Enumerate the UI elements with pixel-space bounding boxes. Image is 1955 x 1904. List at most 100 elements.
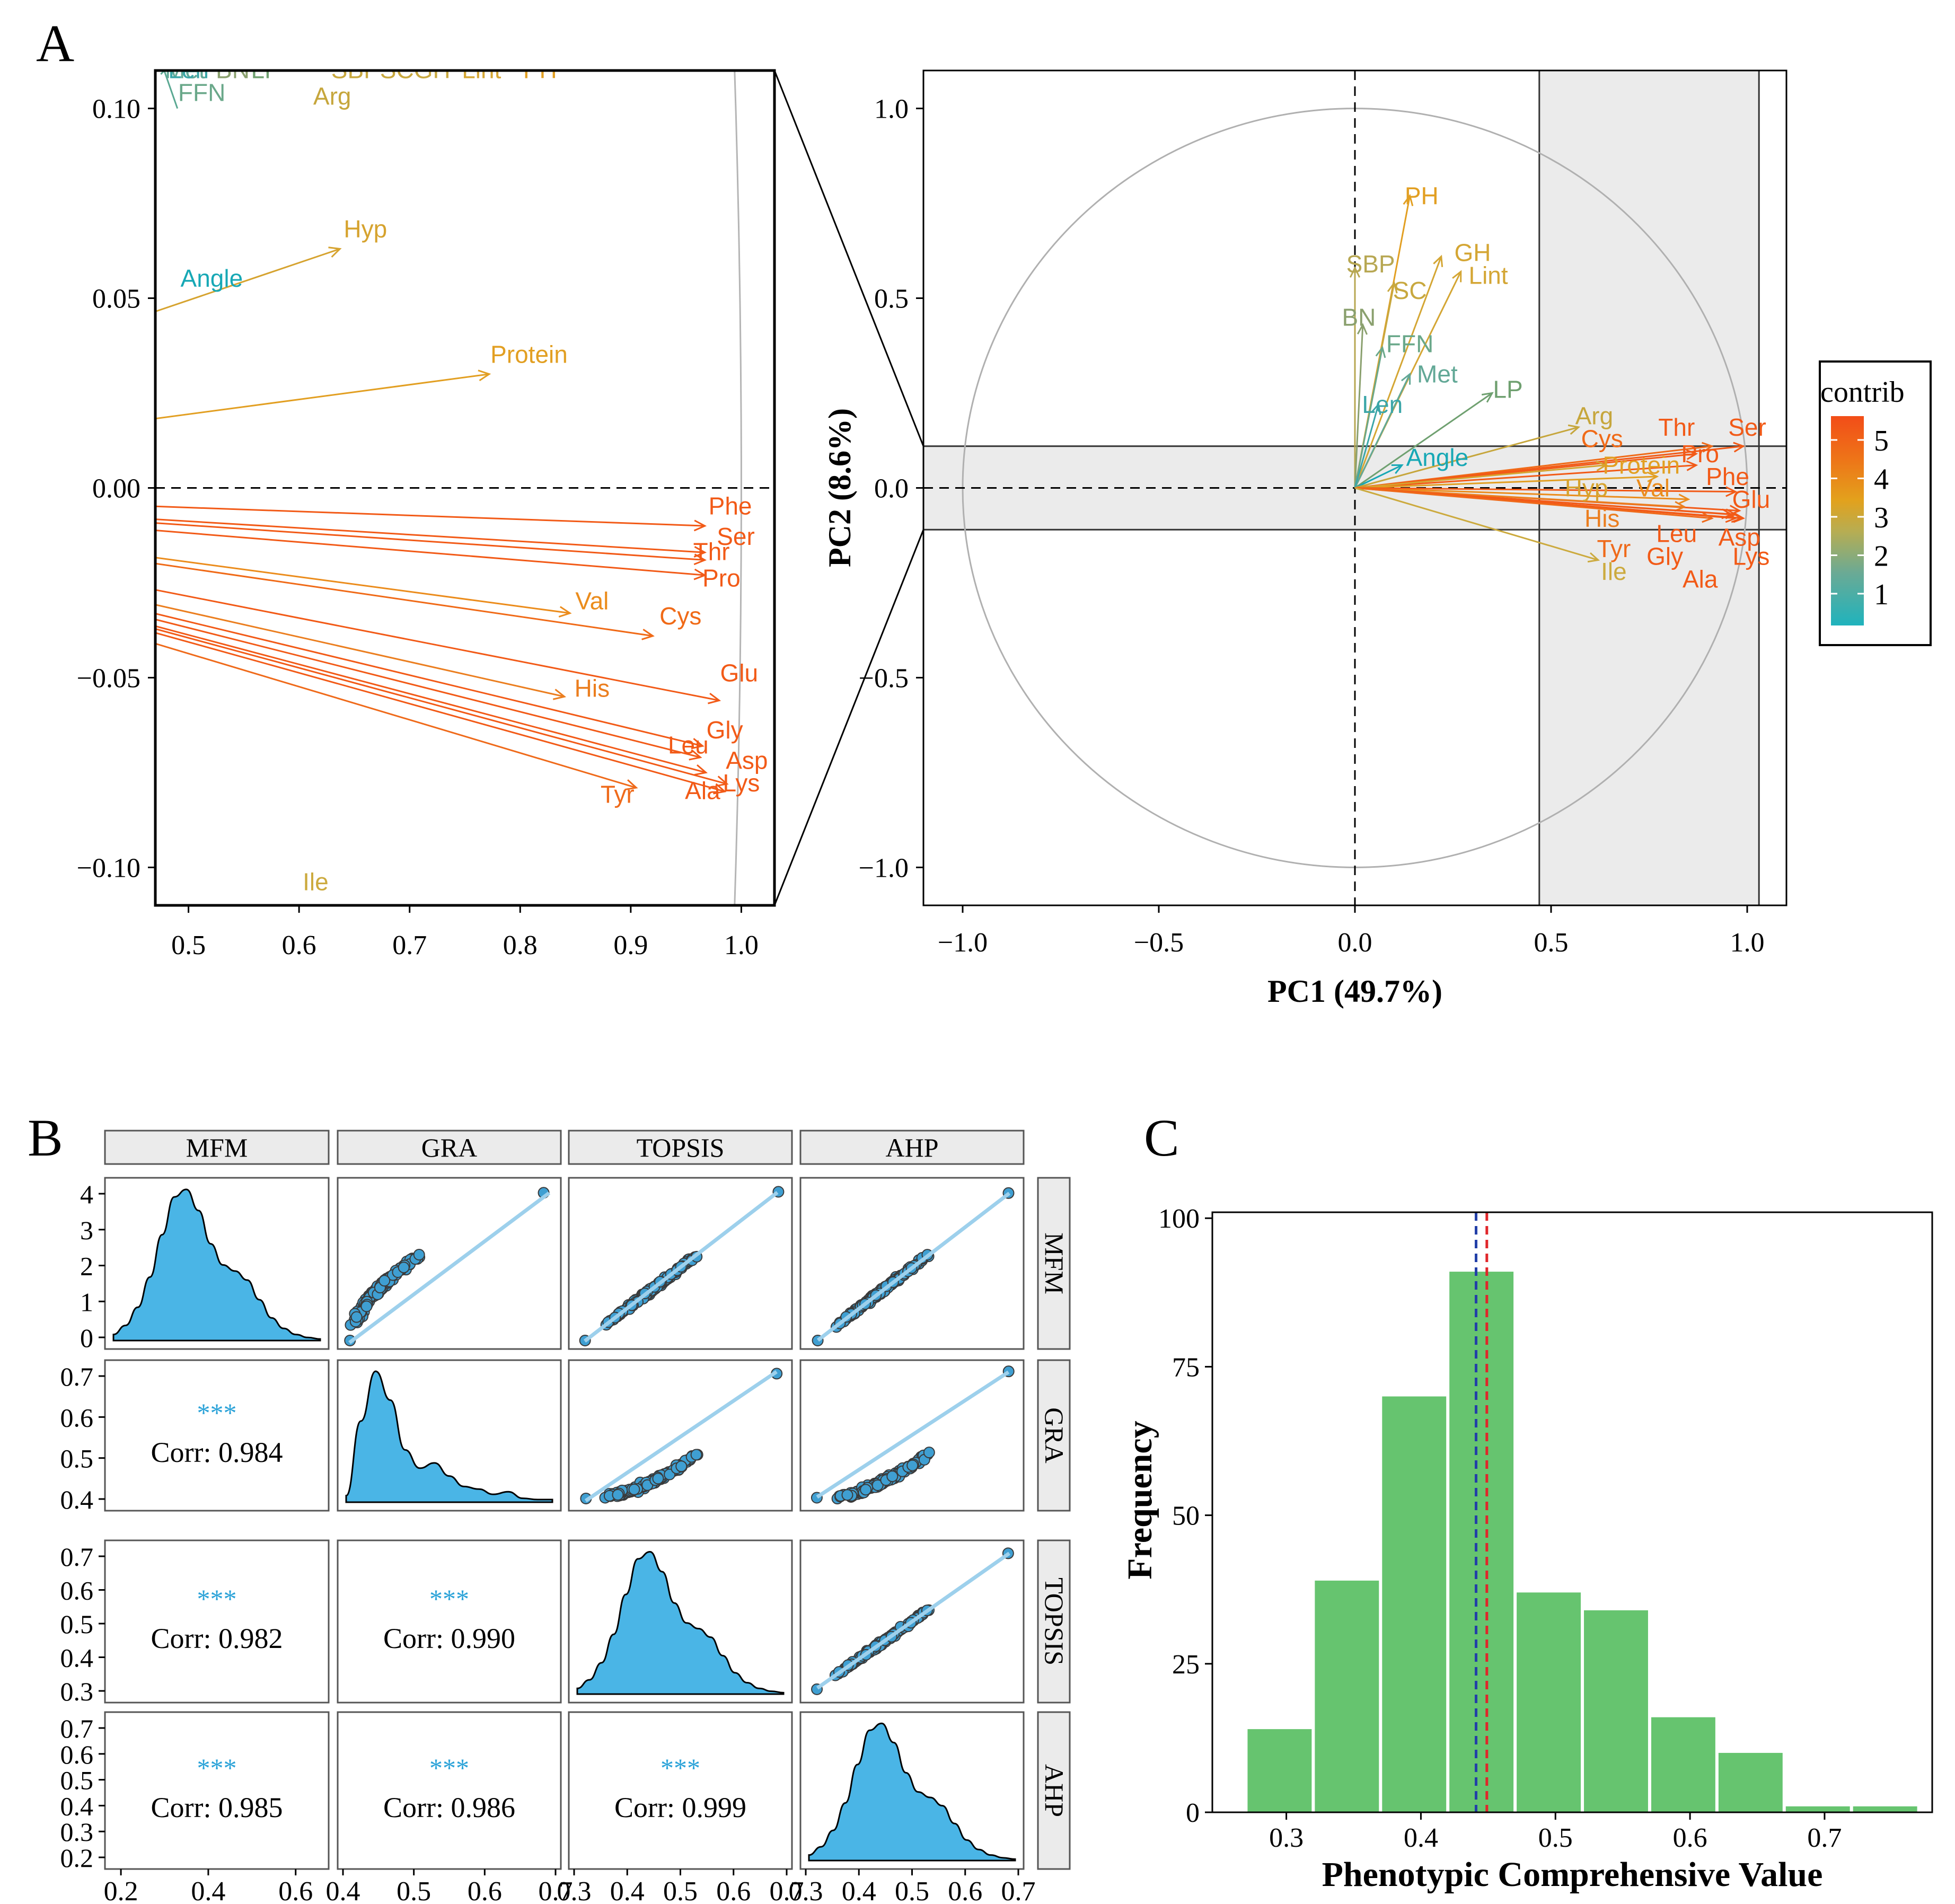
zoom-arrow-his bbox=[155, 604, 565, 698]
pca-label-ile: Ile bbox=[1601, 558, 1627, 585]
zoom-arrowhead-gly bbox=[691, 738, 704, 750]
panel-label-a: A bbox=[36, 14, 74, 73]
pca-arrow-lp bbox=[1354, 392, 1493, 489]
pca-arrowhead-lp bbox=[1482, 392, 1494, 403]
matrix-x-tick-label: 0.6 bbox=[948, 1876, 982, 1904]
pca-label-lp: LP bbox=[1493, 375, 1522, 403]
matrix-x-tick-label: 0.6 bbox=[468, 1876, 502, 1904]
pca-arrowhead-met bbox=[1401, 372, 1411, 385]
pca-label-ala: Ala bbox=[1683, 565, 1718, 593]
panel-b-pairs-matrix: MFM GRA TOPSIS AHP MFM GRA TOPSIS AHP *** Corr: 0… bbox=[60, 1130, 1071, 1904]
hist-x-axis-title: Phenotypic Comprehensive Value bbox=[1322, 1855, 1823, 1894]
matrix-y-tick-label: 0.3 bbox=[60, 1677, 94, 1706]
hist-y-tick-label: 50 bbox=[1172, 1501, 1200, 1531]
zoom-arrowhead-phe bbox=[693, 519, 707, 532]
scatter-point bbox=[923, 1447, 935, 1459]
matrix-y-tick-label: 0.7 bbox=[60, 1362, 94, 1391]
zoom-label-ile: Ile bbox=[303, 868, 329, 895]
zoom-y-tick-label: 0.05 bbox=[92, 284, 140, 314]
main-y-tick-label: 0.5 bbox=[874, 284, 909, 314]
pca-arrowhead-ala bbox=[1731, 512, 1743, 523]
pca-arrowhead-lint bbox=[1452, 270, 1462, 283]
pca-arrowhead-gh bbox=[1433, 254, 1443, 267]
zoom-label-leu: Leu bbox=[668, 731, 709, 759]
scatter-point bbox=[413, 1249, 425, 1261]
zoom-arrow-asp bbox=[155, 625, 707, 773]
cell-frame bbox=[337, 1711, 562, 1870]
zoom-x-tick-label: 0.6 bbox=[282, 930, 316, 960]
histogram-bar-3 bbox=[1382, 1396, 1447, 1812]
matrix-x-tick-label: 0.3 bbox=[557, 1876, 592, 1904]
strip-top-label-topsis: TOPSIS bbox=[637, 1133, 725, 1162]
zoom-label-ala: Ala bbox=[685, 777, 720, 805]
pca-arrowhead-protein bbox=[1646, 471, 1659, 482]
zoom-y-tick-label: −0.05 bbox=[77, 663, 140, 693]
histogram-bar-8 bbox=[1718, 1752, 1783, 1812]
matrix-x-tick-label: 0.7 bbox=[1001, 1876, 1036, 1904]
pca-arrowhead-ser bbox=[1733, 442, 1746, 453]
pca-arrowhead-ile bbox=[1587, 552, 1600, 563]
zoom-label-hyp: Hyp bbox=[344, 215, 387, 243]
pca-arrow-tyr bbox=[1354, 487, 1712, 519]
main-y-axis-title: PC2 (8.6%) bbox=[822, 408, 857, 567]
matrix-y-tick-label: 3 bbox=[80, 1215, 93, 1245]
scatter-point bbox=[841, 1489, 853, 1501]
zoom-x-tick-label: 0.9 bbox=[613, 930, 648, 960]
pca-arrow-ffn bbox=[1354, 347, 1384, 488]
scatter-point bbox=[652, 1473, 664, 1485]
scatter-point bbox=[886, 1470, 899, 1483]
cell-gra-ahp bbox=[799, 1359, 1025, 1512]
matrix-y-tick-label: 4 bbox=[80, 1179, 93, 1209]
zoom-label-asp: Asp bbox=[726, 746, 768, 774]
scatter-point bbox=[360, 1300, 373, 1312]
density-curve bbox=[576, 1550, 785, 1695]
zoom-y-tick-label: 0.10 bbox=[92, 94, 140, 125]
cell-topsis-topsis bbox=[568, 1539, 793, 1704]
cell-frame bbox=[104, 1711, 330, 1870]
corr-stars: *** bbox=[429, 1753, 469, 1783]
main-y-tick-label: 0.0 bbox=[874, 474, 909, 504]
matrix-y-tick-label: 0.6 bbox=[60, 1403, 94, 1432]
strip-top-mfm bbox=[104, 1130, 330, 1165]
matrix-y-tick-label: 0.7 bbox=[60, 1542, 94, 1572]
hist-x-tick-label: 0.7 bbox=[1807, 1823, 1842, 1853]
regression-line bbox=[583, 1191, 779, 1343]
pca-label-glu: Glu bbox=[1732, 486, 1771, 513]
matrix-y-tick-label: 0.5 bbox=[60, 1444, 94, 1474]
matrix-y-tick-label: 0.4 bbox=[60, 1485, 94, 1514]
pca-arrow-pro bbox=[1354, 464, 1696, 489]
zoom-arrow-hyp bbox=[155, 248, 340, 313]
zoom-arrow-tyr bbox=[155, 642, 637, 789]
matrix-y-tick-label: 0 bbox=[80, 1323, 93, 1353]
pca-label-lint: Lint bbox=[1469, 262, 1508, 289]
pca-label-cys: Cys bbox=[1581, 425, 1623, 452]
pca-arrow-val bbox=[1354, 487, 1689, 500]
matrix-y-tick-label: 0.3 bbox=[60, 1817, 94, 1847]
cell-topsis-mfm: *** Corr: 0.982 bbox=[104, 1539, 330, 1704]
pca-arrowhead-arg bbox=[1567, 424, 1581, 435]
zoom-label-lint: Lint bbox=[462, 56, 501, 83]
strip-right-ahp bbox=[1037, 1711, 1071, 1870]
zoom-arrowhead-his bbox=[552, 689, 567, 700]
zoom-x-tick-label: 0.8 bbox=[503, 930, 538, 960]
pca-arrow-gh bbox=[1354, 256, 1442, 489]
scatter-point bbox=[378, 1275, 391, 1287]
strip-top-ahp bbox=[799, 1130, 1025, 1165]
cell-mfm-ahp bbox=[799, 1177, 1025, 1350]
zoom-arrowhead-hyp bbox=[328, 246, 342, 258]
strip-top-gra bbox=[337, 1130, 562, 1165]
hist-x-tick-label: 0.5 bbox=[1538, 1823, 1573, 1853]
pca-label-his: His bbox=[1584, 505, 1619, 532]
density-curve bbox=[345, 1370, 553, 1503]
zoom-arrow-ala bbox=[155, 632, 725, 792]
scatter-point bbox=[398, 1262, 410, 1274]
legend-tick-label: 4 bbox=[1874, 463, 1889, 496]
strip-right-label-gra: GRA bbox=[1040, 1407, 1069, 1464]
density-curve bbox=[112, 1188, 321, 1342]
zoom-label-gly: Gly bbox=[707, 716, 743, 744]
matrix-x-tick-label: 0.5 bbox=[895, 1876, 929, 1904]
matrix-x-tick-label: 0.4 bbox=[326, 1876, 360, 1904]
hist-y-tick-label: 0 bbox=[1186, 1798, 1200, 1828]
cell-frame bbox=[568, 1711, 793, 1870]
cell-mfm-mfm bbox=[104, 1177, 330, 1350]
